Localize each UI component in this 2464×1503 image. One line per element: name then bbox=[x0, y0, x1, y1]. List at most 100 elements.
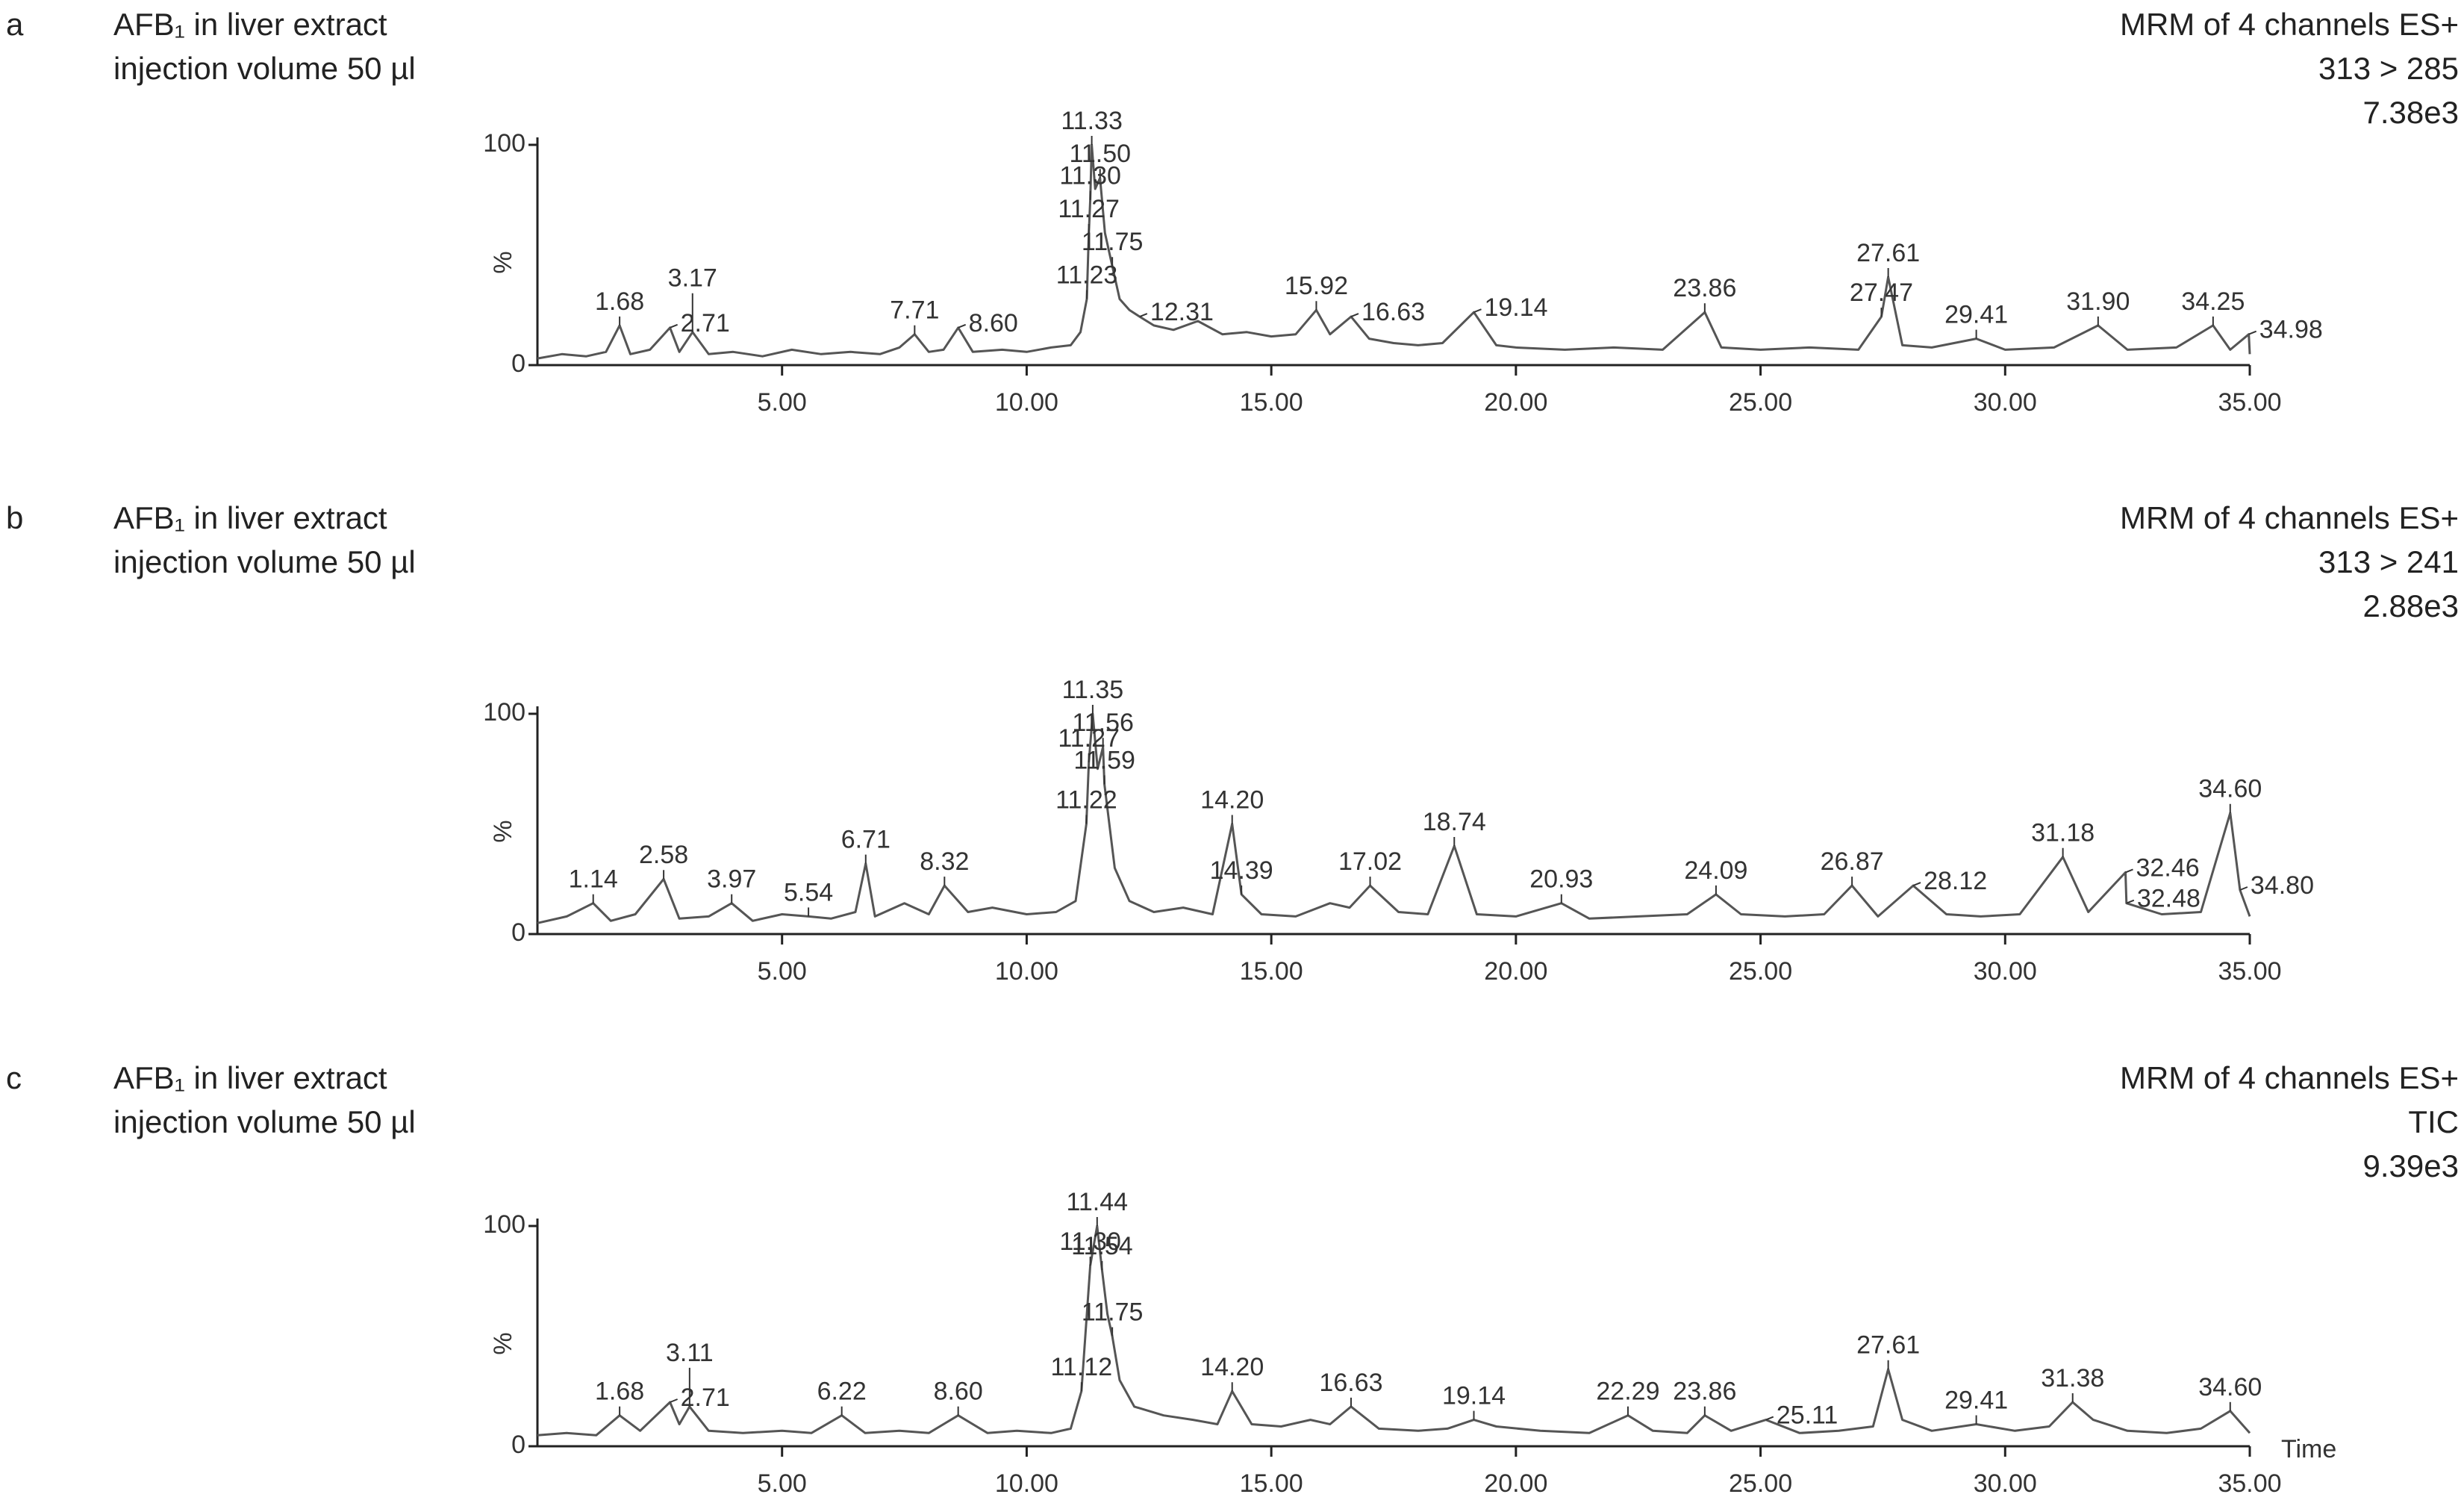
trace bbox=[537, 143, 2251, 360]
x-tick-label: 30.00 bbox=[1974, 1469, 2037, 1498]
peak-label: 6.22 bbox=[817, 1378, 867, 1406]
peak-label: 3.11 bbox=[666, 1339, 714, 1367]
x-tick-label: 15.00 bbox=[1240, 957, 1303, 986]
y-tick-label: 100 bbox=[483, 129, 525, 158]
method: MRM of 4 channels ES+ bbox=[2120, 500, 2459, 535]
x-tick-label: 20.00 bbox=[1484, 388, 1547, 417]
x-tick-label: 35.00 bbox=[2218, 957, 2281, 986]
peak-label: 2.71 bbox=[681, 1384, 730, 1412]
peak-label: 20.93 bbox=[1529, 865, 1593, 894]
peak-label: 14.39 bbox=[1210, 856, 1273, 885]
peak-label: 23.86 bbox=[1673, 1378, 1736, 1406]
peak-label: 34.98 bbox=[2259, 316, 2323, 344]
peak-label: 11.33 bbox=[1061, 107, 1123, 135]
peak-label: 1.68 bbox=[595, 1378, 644, 1406]
peak-label: 11.35 bbox=[1062, 676, 1124, 704]
peak-label: 14.20 bbox=[1200, 785, 1264, 814]
peak-label: 2.71 bbox=[681, 309, 730, 337]
peak-leader bbox=[670, 1398, 678, 1403]
peak-label: 31.38 bbox=[2041, 1364, 2104, 1392]
max-intensity: 2.88e3 bbox=[2363, 588, 2459, 623]
y-tick-label: 0 bbox=[511, 918, 525, 947]
subtitle: injection volume 50 µl bbox=[113, 51, 416, 86]
subtitle: injection volume 50 µl bbox=[113, 544, 416, 579]
peak-label: 17.02 bbox=[1338, 847, 1402, 876]
subtitle: injection volume 50 µl bbox=[113, 1104, 416, 1139]
peak-leader bbox=[2239, 886, 2248, 891]
peak-label: 31.90 bbox=[2066, 287, 2130, 316]
x-tick-label: 30.00 bbox=[1974, 388, 2037, 417]
peak-label: 6.71 bbox=[841, 826, 891, 854]
peak-label: 16.63 bbox=[1319, 1369, 1382, 1397]
peak-leader bbox=[1139, 313, 1148, 318]
x-tick-label: 5.00 bbox=[758, 1469, 807, 1498]
peak-leader bbox=[2248, 330, 2257, 335]
peak-leader bbox=[958, 323, 967, 329]
trace bbox=[537, 1225, 2251, 1437]
y-axis-label: % bbox=[489, 251, 517, 273]
peak-label: 27.61 bbox=[1856, 1331, 1920, 1360]
peak-leader bbox=[2126, 899, 2135, 904]
y-tick-label: 0 bbox=[511, 349, 525, 378]
peak-label: 18.74 bbox=[1423, 808, 1486, 836]
panel-letter: c bbox=[6, 1060, 22, 1095]
peak-label: 11.50 bbox=[1069, 140, 1131, 168]
peak-label: 7.71 bbox=[890, 296, 939, 325]
peak-label: 8.60 bbox=[969, 309, 1018, 337]
peak-label: 31.18 bbox=[2031, 819, 2095, 847]
title: AFB₁ in liver extract bbox=[113, 7, 387, 42]
x-tick-label: 5.00 bbox=[758, 957, 807, 986]
x-tick-label: 10.00 bbox=[995, 957, 1058, 986]
panel-letter: b bbox=[6, 500, 23, 535]
peak-label: 2.58 bbox=[639, 841, 688, 869]
peak-label: 11.75 bbox=[1082, 228, 1144, 256]
peak-label: 34.60 bbox=[2198, 1373, 2262, 1401]
title: AFB₁ in liver extract bbox=[113, 500, 387, 535]
peak-label: 34.80 bbox=[2251, 871, 2314, 900]
x-tick-label: 20.00 bbox=[1484, 957, 1547, 986]
channel: TIC bbox=[2408, 1104, 2459, 1139]
peak-leader bbox=[1473, 308, 1482, 314]
x-tick-label: 35.00 bbox=[2218, 1469, 2281, 1498]
max-intensity: 9.39e3 bbox=[2363, 1148, 2459, 1183]
peak-label: 11.30 bbox=[1059, 162, 1121, 190]
x-tick-label: 10.00 bbox=[995, 1469, 1058, 1498]
peak-label: 25.11 bbox=[1777, 1401, 1838, 1430]
peak-label: 16.63 bbox=[1362, 298, 1425, 326]
channel: 313 > 285 bbox=[2318, 51, 2459, 86]
peak-label: 11.59 bbox=[1073, 746, 1135, 774]
method: MRM of 4 channels ES+ bbox=[2120, 1060, 2459, 1095]
peak-label: 19.14 bbox=[1484, 293, 1547, 322]
peak-leader bbox=[2125, 868, 2133, 874]
peak-label: 24.09 bbox=[1684, 856, 1747, 885]
peak-leader bbox=[1350, 313, 1359, 318]
x-tick-label: 30.00 bbox=[1974, 957, 2037, 986]
peak-label: 32.46 bbox=[2136, 853, 2200, 882]
channel: 313 > 241 bbox=[2318, 544, 2459, 579]
peak-label: 14.20 bbox=[1200, 1353, 1264, 1381]
peak-label: 1.68 bbox=[595, 287, 644, 316]
y-axis-label: % bbox=[489, 820, 517, 842]
peak-label: 34.25 bbox=[2181, 287, 2245, 316]
x-tick-label: 5.00 bbox=[758, 388, 807, 417]
peak-label: 29.41 bbox=[1944, 301, 2008, 329]
peak-label: 5.54 bbox=[784, 878, 833, 906]
x-tick-label: 20.00 bbox=[1484, 1469, 1547, 1498]
peak-label: 11.56 bbox=[1072, 709, 1134, 737]
peak-label: 11.12 bbox=[1051, 1353, 1113, 1381]
peak-label: 11.30 bbox=[1059, 1227, 1121, 1256]
peak-label: 11.44 bbox=[1067, 1188, 1129, 1216]
peak-label: 3.17 bbox=[668, 264, 717, 293]
peak-label: 28.12 bbox=[1924, 867, 1987, 895]
peak-label: 8.60 bbox=[934, 1378, 983, 1406]
peak-label: 32.48 bbox=[2137, 885, 2201, 913]
peak-label: 15.92 bbox=[1285, 272, 1348, 300]
peak-label: 27.61 bbox=[1856, 239, 1920, 267]
peak-label: 27.47 bbox=[1850, 278, 1913, 307]
peak-label: 19.14 bbox=[1442, 1382, 1506, 1410]
peak-label: 3.97 bbox=[707, 865, 756, 894]
x-tick-label: 15.00 bbox=[1240, 388, 1303, 417]
peak-label: 26.87 bbox=[1821, 847, 1884, 876]
peak-leader bbox=[1912, 882, 1921, 887]
